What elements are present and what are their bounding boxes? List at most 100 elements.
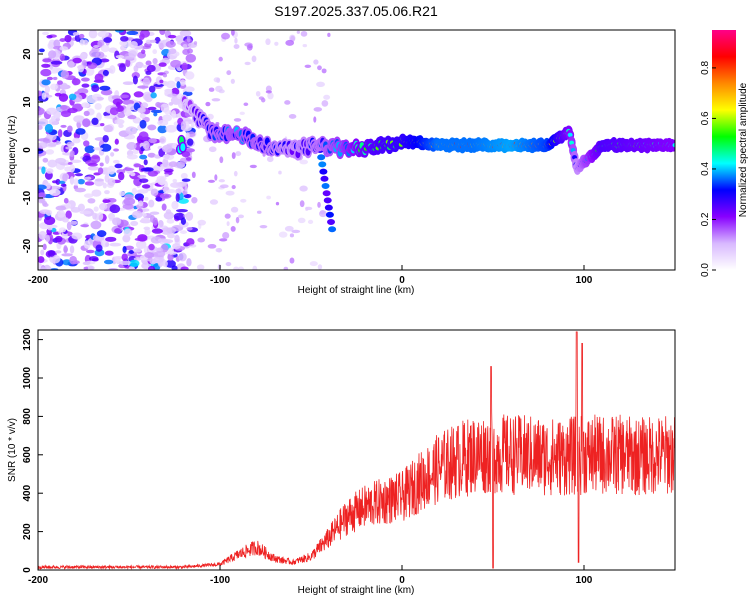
heatmap-blob — [165, 80, 176, 89]
heatmap-blob — [144, 228, 151, 236]
y-tick-label: 1200 — [22, 328, 33, 351]
heatmap-blob — [102, 199, 111, 204]
colorbar-label: Normalized spectral amplitude — [738, 82, 749, 217]
heatmap-blob — [137, 174, 147, 178]
spectrogram-x-ticks: -200 -100 0 100 — [28, 265, 593, 286]
heatmap-blob — [100, 44, 110, 53]
heatmap-blob — [317, 154, 326, 161]
heatmap-blob — [130, 220, 139, 226]
heatmap-blob — [159, 30, 166, 36]
colorbar-tick-label: 0.0 — [700, 263, 711, 277]
heatmap-blob — [125, 126, 138, 135]
heatmap-blob — [38, 125, 43, 130]
heatmap-blob — [67, 161, 73, 165]
heatmap-blob — [83, 266, 89, 270]
heatmap-blob — [289, 233, 295, 238]
spectrogram-y-label: Frequency (Hz) — [7, 116, 18, 185]
heatmap-blob — [309, 261, 318, 267]
heatmap-blob — [221, 32, 230, 40]
heatmap-blob — [137, 85, 149, 89]
heatmap-blob — [327, 32, 331, 38]
heatmap-blob — [165, 259, 176, 268]
heatmap-blob — [153, 251, 166, 258]
heatmap-blob — [87, 162, 98, 167]
heatmap-blob — [99, 203, 108, 211]
heatmap-blob — [48, 50, 57, 59]
heatmap-blob — [235, 151, 242, 157]
x-tick-label: 0 — [399, 275, 405, 286]
heatmap-blob — [185, 132, 190, 139]
heatmap-blob — [219, 238, 228, 242]
heatmap-blob — [54, 235, 63, 243]
heatmap-blob — [304, 64, 312, 69]
heatmap-blob — [235, 216, 240, 224]
heatmap-blob — [110, 152, 115, 157]
heatmap-blob — [207, 243, 217, 249]
heatmap-blob — [171, 200, 179, 210]
heatmap-blob — [87, 166, 100, 171]
heatmap-blob — [41, 63, 51, 68]
heatmap-blob — [164, 173, 169, 178]
heatmap-blob — [52, 76, 58, 81]
heatmap-blob — [123, 228, 133, 237]
heatmap-blob — [122, 99, 135, 105]
heatmap-blob — [109, 107, 119, 116]
heatmap-blob — [76, 120, 82, 129]
heatmap-blob — [38, 230, 47, 240]
heatmap-blob — [138, 200, 144, 207]
heatmap-blob — [69, 164, 76, 173]
heatmap-blob — [181, 151, 191, 158]
heatmap-blob — [328, 226, 337, 233]
heatmap-blob — [122, 167, 135, 171]
heatmap-blob — [113, 255, 123, 260]
heatmap-blob — [135, 61, 144, 69]
heatmap-blob — [145, 60, 152, 66]
heatmap-blob — [168, 48, 177, 55]
heatmap-blob — [39, 209, 51, 215]
x-tick-label: -100 — [210, 575, 230, 586]
heatmap-blob — [140, 217, 150, 223]
heatmap-blob — [62, 173, 68, 182]
heatmap-blob — [179, 157, 187, 165]
heatmap-blob — [205, 101, 211, 107]
heatmap-blob — [274, 41, 279, 46]
y-tick-label: 400 — [22, 484, 33, 501]
heatmap-blob — [159, 79, 164, 84]
heatmap-blob — [81, 83, 90, 88]
heatmap-blob — [164, 88, 173, 93]
heatmap-blob — [319, 210, 326, 215]
heatmap-blob — [299, 159, 309, 165]
heatmap-blob — [159, 136, 167, 144]
heatmap-blob — [131, 210, 143, 219]
heatmap-blob — [97, 167, 104, 175]
heatmap-blob — [181, 178, 191, 182]
heatmap-blob — [151, 228, 163, 234]
heatmap-blob — [196, 264, 205, 270]
heatmap-blob — [323, 197, 332, 204]
heatmap-blob — [322, 190, 331, 197]
heatmap-blob — [266, 156, 274, 163]
heatmap-blob — [186, 48, 194, 54]
heatmap-blob — [134, 237, 146, 242]
heatmap-blob — [115, 54, 125, 59]
heatmap-blob — [149, 211, 160, 215]
heatmap-blob — [305, 206, 309, 211]
heatmap-blob — [68, 93, 77, 101]
heatmap-blob — [162, 114, 172, 122]
heatmap-blob — [143, 226, 151, 231]
heatmap-blob — [158, 62, 167, 67]
heatmap-blob — [317, 264, 323, 270]
heatmap-blob — [139, 154, 148, 160]
heatmap-blob — [215, 85, 223, 92]
heatmap-blob — [184, 185, 188, 193]
heatmap-blob — [230, 206, 239, 213]
heatmap-blob — [172, 243, 181, 250]
heatmap-blob — [63, 245, 68, 254]
snr-x-label: Height of straight line (km) — [298, 585, 415, 596]
heatmap-blob — [50, 115, 56, 122]
heatmap-blob — [46, 34, 53, 39]
heatmap-blob — [284, 225, 294, 232]
heatmap-blob — [185, 157, 192, 161]
heatmap-blob — [316, 81, 325, 88]
heatmap-blob — [128, 50, 137, 58]
